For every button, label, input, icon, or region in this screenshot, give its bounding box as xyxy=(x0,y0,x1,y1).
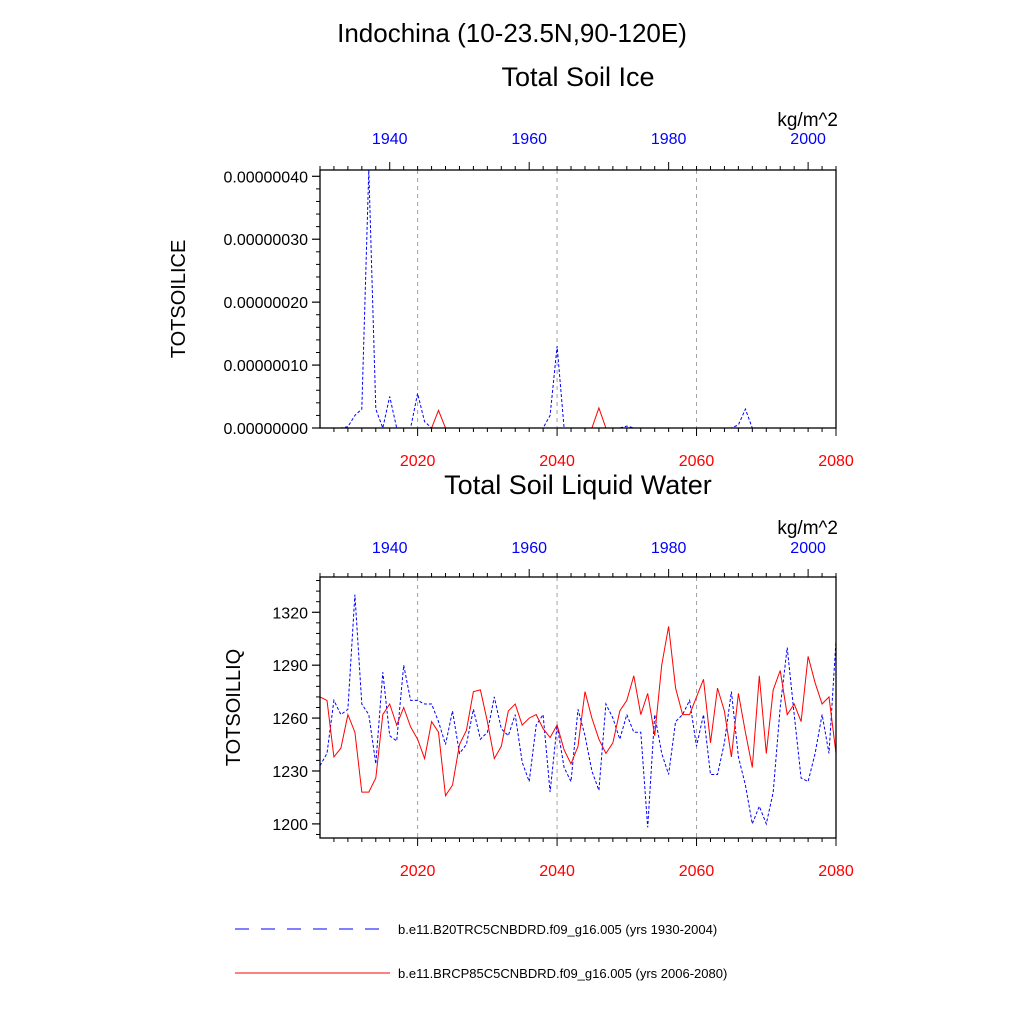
x-top-tick-label: 1960 xyxy=(511,131,547,148)
y-tick-label: 1200 xyxy=(272,817,308,834)
panel-total-soil-liquid-water: Total Soil Liquid Water kg/m^2 1200 1230 126… xyxy=(223,470,854,880)
chart-title: Total Soil Liquid Water xyxy=(444,470,712,500)
x-bottom-tick-label: 2080 xyxy=(818,863,854,880)
y-axis-label: TOTSOILLIQ xyxy=(223,649,245,766)
x-bottom-tick-label: 2060 xyxy=(679,863,715,880)
y-tick-label: 0.00000000 xyxy=(223,421,308,438)
units-label: kg/m^2 xyxy=(777,110,838,131)
y-tick-label: 1320 xyxy=(272,605,308,622)
legend: b.e11.B20TRC5CNBDRD.f09_g16.005 (yrs 193… xyxy=(235,922,727,981)
x-top-tick-label: 1960 xyxy=(511,540,547,557)
y-tick-label: 0.00000030 xyxy=(223,232,308,249)
legend-label: b.e11.B20TRC5CNBDRD.f09_g16.005 (yrs 193… xyxy=(398,922,717,937)
x-top-tick-label: 2000 xyxy=(790,131,826,148)
x-top-tick-label: 2000 xyxy=(790,540,826,557)
x-top-tick-label: 1940 xyxy=(372,540,408,557)
y-axis-label: TOTSOILICE xyxy=(168,240,190,359)
x-bottom-tick-label: 2020 xyxy=(400,453,436,470)
y-tick-label: 1260 xyxy=(272,711,308,728)
panel-total-soil-ice: Total Soil Ice kg/m^2 0.00000000 0.00000010… xyxy=(168,62,854,470)
x-top-tick-label: 1980 xyxy=(651,131,687,148)
x-top-tick-label: 1980 xyxy=(651,540,687,557)
y-tick-label: 0.00000020 xyxy=(223,295,308,312)
y-tick-label: 0.00000040 xyxy=(223,169,308,186)
series-line-future xyxy=(320,406,836,429)
x-bottom-tick-label: 2080 xyxy=(818,453,854,470)
plot-frame xyxy=(319,169,837,429)
units-label: kg/m^2 xyxy=(777,518,838,539)
y-tick-label: 1230 xyxy=(272,764,308,781)
y-tick-label: 1290 xyxy=(272,658,308,675)
legend-label: b.e11.BRCP85C5CNBDRD.f09_g16.005 (yrs 20… xyxy=(398,966,727,981)
x-bottom-tick-label: 2040 xyxy=(539,453,575,470)
series-line-future xyxy=(319,626,837,798)
plot-frame xyxy=(319,576,837,839)
y-tick-label: 0.00000010 xyxy=(223,358,308,375)
chart-title: Total Soil Ice xyxy=(501,62,654,92)
x-top-tick-label: 1940 xyxy=(372,131,408,148)
x-bottom-tick-label: 2040 xyxy=(539,863,575,880)
x-bottom-tick-label: 2060 xyxy=(679,453,715,470)
series-line-historical xyxy=(320,169,836,430)
series-line-historical xyxy=(319,594,837,828)
x-bottom-tick-label: 2020 xyxy=(400,863,436,880)
figure-main-title: Indochina (10-23.5N,90-120E) xyxy=(337,18,687,48)
